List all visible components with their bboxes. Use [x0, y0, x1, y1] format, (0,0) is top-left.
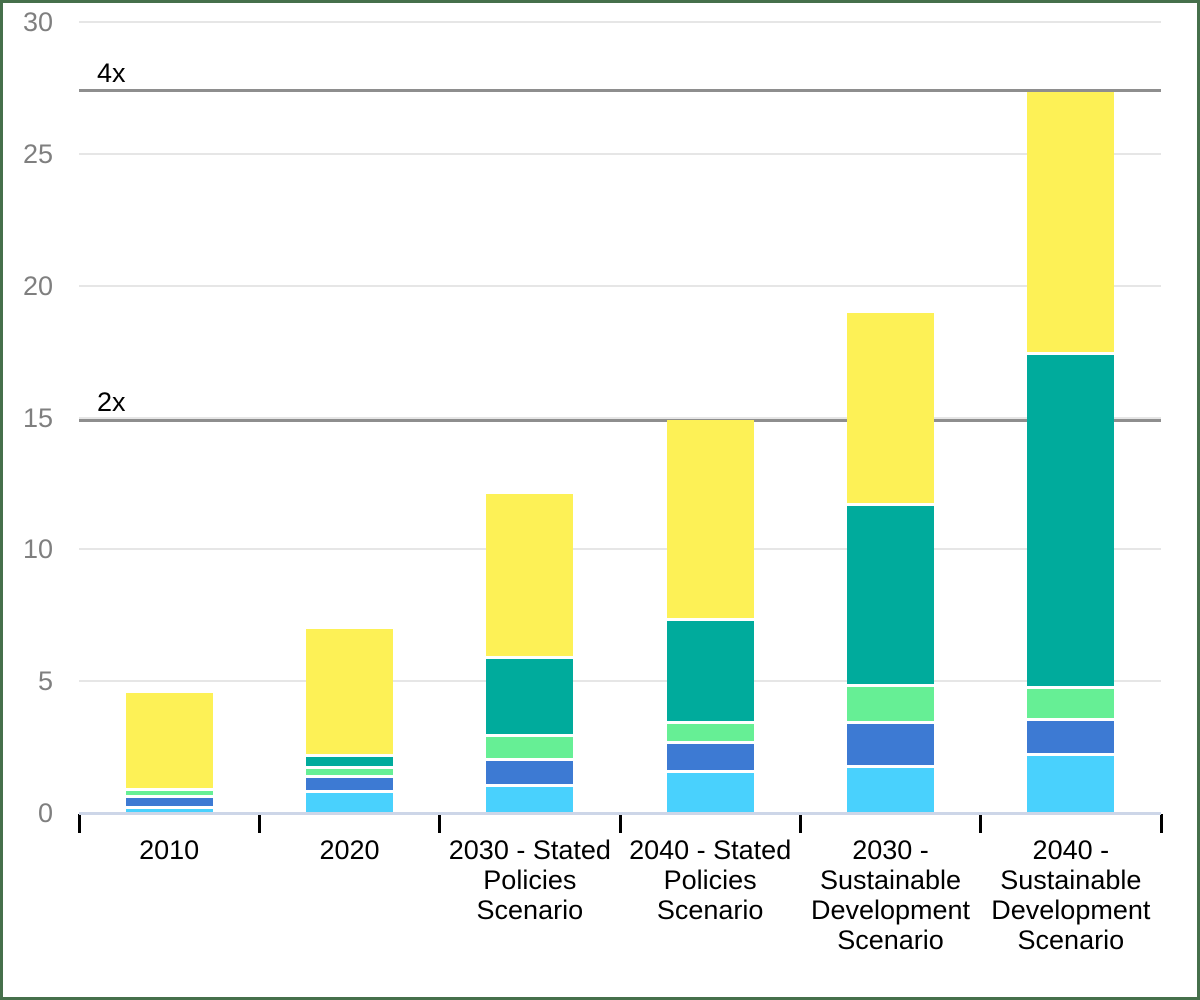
- bar-2030-Stated-segment-teal: [486, 658, 574, 734]
- x-axis-baseline: [79, 812, 1161, 815]
- y-axis-tick-label: 0: [37, 798, 53, 828]
- x-axis-category-label: 2020: [319, 835, 380, 865]
- x-axis-tick: [1159, 814, 1163, 833]
- bar-2010-segment-green: [125, 790, 213, 796]
- x-axis-tick: [438, 814, 442, 833]
- bar-2030--segment-cyan: [847, 767, 934, 813]
- x-axis-category-label: 2030 - Sustainable Development Scenario: [810, 835, 971, 955]
- bar-2010-segment-cyan: [125, 808, 213, 813]
- x-axis-category-label: 2040 - Stated Policies Scenario: [629, 835, 792, 925]
- x-axis-category-label: 2010: [139, 835, 200, 865]
- bar-2010-segment-blue: [125, 798, 213, 806]
- gridline-15: [79, 416, 1161, 419]
- y-axis-tick-label: 15: [22, 402, 53, 433]
- bar-2020-segment-green: [306, 769, 393, 776]
- bar-2040-Stated-segment-teal: [666, 620, 754, 722]
- x-axis-tick: [979, 814, 983, 833]
- reference-line-4x: [79, 89, 1161, 93]
- x-axis-tick: [798, 814, 802, 833]
- bar-2030--segment-teal: [847, 506, 934, 685]
- bar-2020-segment-teal: [306, 756, 393, 767]
- gridline-25: [79, 152, 1161, 155]
- x-axis-tick: [618, 814, 622, 833]
- bar-2030-Stated-segment-blue: [486, 761, 574, 785]
- x-axis-category-label: 2040 - Sustainable Development Scenario: [991, 835, 1151, 955]
- y-axis-tick-label: 25: [22, 138, 53, 169]
- bar-2040--segment-green: [1027, 689, 1115, 719]
- bar-2040-Stated-segment-blue: [666, 743, 754, 770]
- reference-line-label-2x: 2x: [97, 387, 126, 418]
- bar-2040--segment-cyan: [1027, 755, 1115, 813]
- gridline-30: [79, 21, 1161, 23]
- reference-line-2x: [79, 418, 1161, 422]
- reference-line-label-4x: 4x: [97, 57, 126, 88]
- gridline-20: [79, 284, 1161, 287]
- bar-2040-Stated-segment-yellow: [666, 420, 754, 618]
- bar-2030--segment-green: [847, 687, 934, 722]
- bar-2020-segment-cyan: [306, 793, 393, 813]
- x-axis-tick: [257, 814, 261, 833]
- bar-2030-Stated-segment-cyan: [486, 787, 574, 813]
- gridline-10: [79, 548, 1161, 551]
- gridline-5: [79, 680, 1161, 683]
- bar-2040-Stated-segment-green: [666, 724, 754, 741]
- y-axis-tick-label: 30: [22, 7, 53, 37]
- y-axis-tick-label: 20: [22, 270, 53, 301]
- y-axis-tick-label: 10: [22, 534, 53, 565]
- y-axis-tick-label: 5: [37, 666, 53, 697]
- bar-2030--segment-yellow: [847, 313, 934, 504]
- bar-2030-Stated-segment-green: [486, 736, 574, 759]
- bar-2040--segment-yellow: [1027, 91, 1115, 353]
- bar-2040--segment-teal: [1027, 355, 1115, 687]
- x-axis-tick: [77, 814, 81, 833]
- bar-2010-segment-yellow: [125, 692, 213, 788]
- bar-2030-Stated-segment-yellow: [486, 494, 574, 656]
- x-axis-category-label: 2030 - Stated Policies Scenario: [448, 835, 611, 925]
- bar-2020-segment-yellow: [306, 628, 393, 754]
- bar-2040-Stated-segment-cyan: [666, 772, 754, 813]
- bar-2040--segment-blue: [1027, 721, 1115, 753]
- bar-2020-segment-blue: [306, 778, 393, 791]
- bar-2030--segment-blue: [847, 724, 934, 765]
